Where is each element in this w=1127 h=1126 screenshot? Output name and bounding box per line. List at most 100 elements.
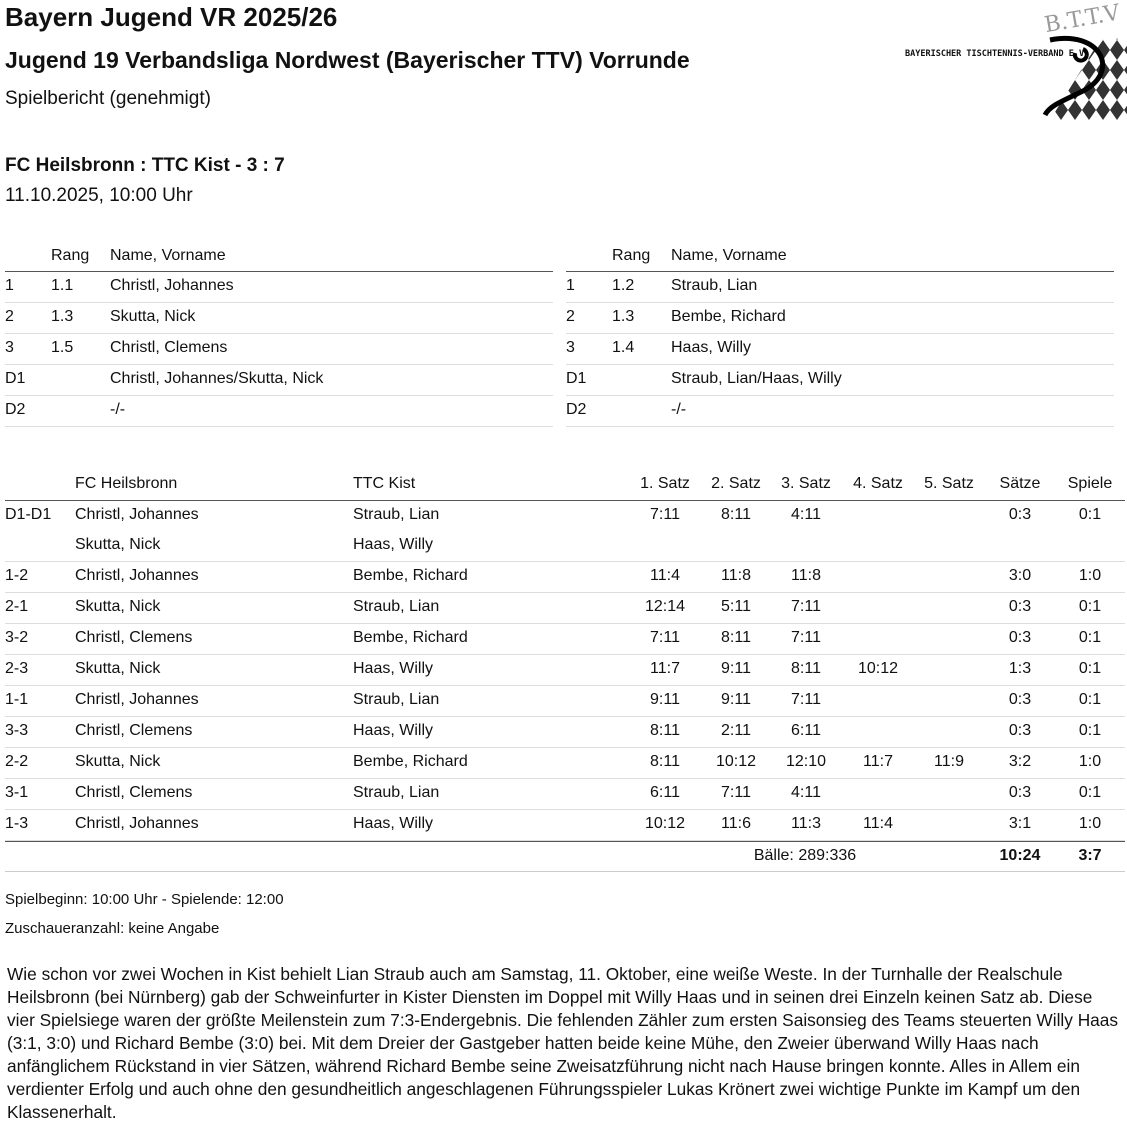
game-row: 1-1 Christl, Johannes Straub, Lian 9:11 9:11… [5,686,1125,717]
game-row: D1-D1 Christl, Johannes Straub, Lian 7:11 8:… [5,501,1125,531]
set-score: 9:11 [650,691,680,708]
home-player: Christl, Clemens [75,722,193,739]
games-header: FC Heilsbronn TTC Kist 1. Satz 2. Satz 3. Sa… [5,472,1125,501]
game-row: 3-2 Christl, Clemens Bembe, Richard 7:11 8:1… [5,624,1125,655]
match-times: Spielbeginn: 10:00 Uhr - Spielende: 12:0… [5,891,284,908]
lineup-row: 3 1.5 Christl, Clemens [5,334,553,365]
sets-result: 0:3 [1008,629,1032,646]
set-score: 4:11 [791,784,821,801]
set-score: 11:7 [650,660,680,677]
sets-result: 3:2 [1008,753,1032,770]
game-row: 1-3 Christl, Johannes Haas, Willy 10:12 11:6… [5,810,1125,841]
set-score: 11:7 [863,753,893,770]
position: D1 [5,370,26,387]
set-score: 7:11 [650,629,680,646]
report-status: Spielbericht (genehmigt) [5,88,211,109]
game-row: 2-3 Skutta, Nick Haas, Willy 11:7 9:11 8:11 10… [5,655,1125,686]
set-score: 8:11 [650,722,680,739]
away-player: Bembe, Richard [353,567,468,584]
sets-result: 0:3 [1008,784,1032,801]
game-row: 1-2 Christl, Johannes Bembe, Richard 11:4 11… [5,562,1125,593]
game-code: 1-2 [5,567,29,584]
lineup-row: 1 1.1 Christl, Johannes [5,272,553,303]
game-result: 1:0 [1078,815,1102,832]
game-code: 1-3 [5,815,29,832]
set-score: 10:12 [857,660,899,677]
home-team-header: FC Heilsbronn [75,475,178,492]
sets-total: 10:24 [999,847,1041,864]
game-result: 0:1 [1078,506,1102,523]
set-score: 11:3 [791,815,821,832]
player-name: Skutta, Nick [110,308,196,325]
game-code: 3-3 [5,722,29,739]
player-name: Christl, Johannes/Skutta, Nick [110,370,324,387]
set-score: 12:14 [644,598,686,615]
set-score: 8:11 [721,629,751,646]
lineup-row: D2 -/- [566,396,1114,427]
spiele-header: Spiele [1067,475,1113,492]
game-result: 0:1 [1078,660,1102,677]
game-code: 2-1 [5,598,29,615]
away-player: Straub, Lian [353,784,440,801]
rang: 1.1 [51,277,74,294]
game-result: 0:1 [1078,629,1102,646]
saetze-header: Sätze [999,475,1041,492]
game-result: 0:1 [1078,784,1102,801]
lineup-row: 2 1.3 Bembe, Richard [566,303,1114,334]
sets-result: 0:3 [1008,506,1032,523]
sets-result: 3:1 [1008,815,1032,832]
rang: 1.3 [612,308,635,325]
league-title: Jugend 19 Verbandsliga Nordwest (Bayeris… [5,47,690,73]
rang: 1.5 [51,339,74,356]
set-header: 3. Satz [781,475,831,492]
game-code: 3-1 [5,784,29,801]
set-score: 8:11 [721,506,751,523]
set-score: 9:11 [721,660,751,677]
set-score: 12:10 [785,753,827,770]
game-row-doubles-partner: Skutta, Nick Haas, Willy [5,531,1125,562]
sets-result: 0:3 [1008,722,1032,739]
set-score: 4:11 [791,506,821,523]
set-score: 6:11 [650,784,680,801]
match-datetime: 11.10.2025, 10:00 Uhr [5,185,193,206]
set-score: 8:11 [650,753,680,770]
svg-text:B.T.T.V: B.T.T.V [1043,0,1123,38]
rang-header: Rang [51,247,90,264]
games-table: FC Heilsbronn TTC Kist 1. Satz 2. Satz 3. Sa… [5,472,1125,872]
game-code: 1-1 [5,691,29,708]
away-lineup-table: Rang Name, Vorname 1 1.2 Straub, Lian 2 1.3 Bem… [566,244,1114,427]
game-code: 2-3 [5,660,29,677]
player-name: Bembe, Richard [671,308,786,325]
home-player: Christl, Johannes [75,691,199,708]
home-player: Skutta, Nick [75,598,161,615]
set-header: 1. Satz [640,475,690,492]
home-player: Christl, Johannes [75,506,199,523]
name-header: Name, Vorname [110,247,226,264]
rang: 1.3 [51,308,74,325]
home-player: Christl, Johannes [75,815,199,832]
set-score: 11:6 [721,815,751,832]
position: D1 [566,370,587,387]
lineup-row: 3 1.4 Haas, Willy [566,334,1114,365]
lineup-row: D2 -/- [5,396,553,427]
game-result: 0:1 [1078,598,1102,615]
set-score: 11:8 [791,567,821,584]
position: 1 [5,277,14,294]
rang: 1.4 [612,339,635,356]
set-score: 11:4 [650,567,680,584]
game-row: 2-1 Skutta, Nick Straub, Lian 12:14 5:11 7:11… [5,593,1125,624]
set-score: 8:11 [791,660,821,677]
position: 3 [566,339,575,356]
set-score: 10:12 [715,753,757,770]
set-score: 5:11 [721,598,751,615]
set-score: 6:11 [791,722,821,739]
set-score: 9:11 [721,691,751,708]
balls-total: Bälle: 289:336 [753,847,857,864]
away-player: Bembe, Richard [353,753,468,770]
home-player: Skutta, Nick [75,660,161,677]
game-code: 2-2 [5,753,29,770]
away-player: Haas, Willy [353,660,434,677]
game-row: 2-2 Skutta, Nick Bembe, Richard 8:11 10:12 12… [5,748,1125,779]
game-code: 3-2 [5,629,29,646]
games-total: 3:7 [1078,847,1102,864]
